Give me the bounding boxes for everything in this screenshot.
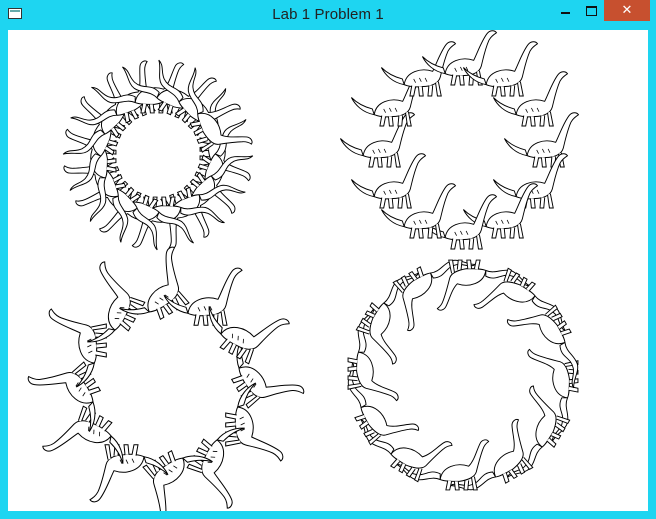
app-icon[interactable] [8, 8, 22, 19]
title-bar[interactable]: Lab 1 Problem 1 ✕ [0, 0, 656, 30]
dinosaur-figure [380, 41, 456, 97]
dinosaur-figure [437, 417, 544, 509]
dinosaur-figure [329, 349, 421, 456]
maximize-button[interactable] [578, 0, 604, 21]
dinosaur-ring-bottom-right [329, 241, 597, 509]
window-title: Lab 1 Problem 1 [272, 6, 384, 23]
dinosaur-drawing [26, 30, 597, 511]
dinosaur-figure [492, 153, 568, 209]
dinosaur-ring-top-right [339, 30, 579, 250]
dinosaur-figure [382, 241, 489, 333]
dinosaur-ring-top-left [45, 42, 271, 268]
dinosaur-ring-bottom-left [26, 245, 306, 511]
drawing-canvas [8, 30, 648, 511]
close-icon: ✕ [621, 2, 633, 17]
close-button[interactable]: ✕ [604, 0, 650, 21]
dinosaur-figure [505, 294, 597, 401]
minimize-button[interactable] [552, 0, 578, 21]
maximize-icon [585, 5, 597, 16]
minimize-icon [560, 11, 570, 14]
dinosaur-figure [339, 112, 415, 168]
